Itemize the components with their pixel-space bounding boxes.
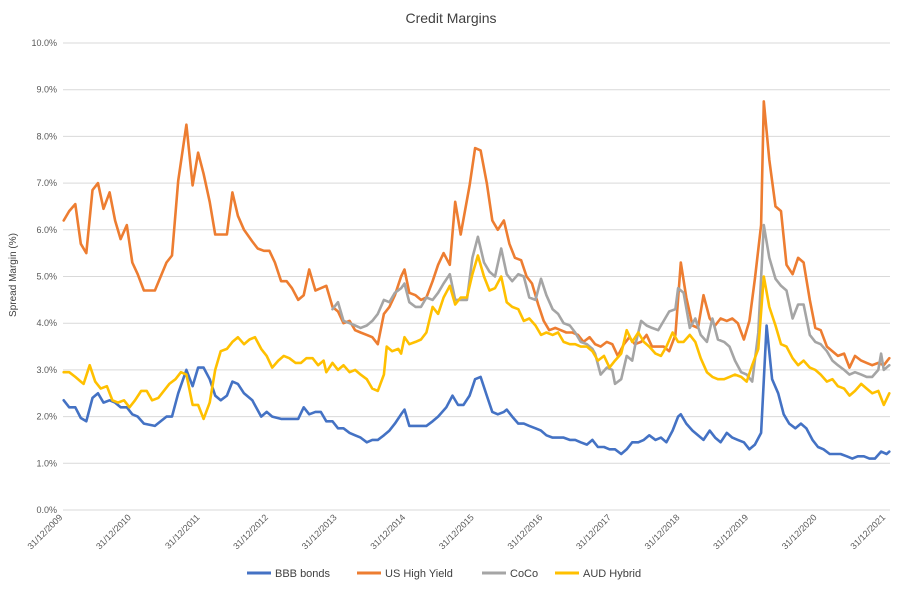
x-tick-label: 31/12/2019 — [711, 512, 750, 551]
series-lines — [62, 100, 891, 460]
x-tick-label: 31/12/2012 — [231, 512, 270, 551]
legend-label-bbb-bonds: BBB bonds — [275, 568, 331, 580]
x-tick-label: 31/12/2010 — [94, 512, 133, 551]
x-axis-ticks: 31/12/2009 31/12/2010 31/12/2011 31/12/2012… — [25, 512, 887, 551]
y-tick-label: 7.0% — [36, 178, 57, 188]
legend-label-aud-hybrid: AUD Hybrid — [583, 568, 641, 580]
chart-title: Credit Margins — [405, 10, 496, 26]
x-tick-label: 31/12/2014 — [368, 512, 407, 551]
y-tick-label: 8.0% — [36, 131, 57, 141]
y-tick-label: 3.0% — [36, 365, 57, 375]
series-line-coco — [331, 223, 891, 386]
x-tick-label: 31/12/2015 — [437, 512, 476, 551]
x-tick-label: 31/12/2020 — [780, 512, 819, 551]
series-line-bbb-bonds — [62, 324, 891, 460]
gridlines — [63, 42, 890, 511]
y-tick-label: 9.0% — [36, 85, 57, 95]
x-tick-label: 31/12/2017 — [574, 512, 613, 551]
y-axis-title: Spread Margin (%) — [8, 233, 19, 317]
series-line-us-high-yield — [62, 100, 891, 369]
y-tick-label: 2.0% — [36, 412, 57, 422]
y-tick-label: 1.0% — [36, 458, 57, 468]
legend-label-coco: CoCo — [510, 568, 538, 580]
x-tick-label: 31/12/2021 — [848, 512, 887, 551]
y-tick-label: 10.0% — [31, 38, 57, 48]
series-line-aud-hybrid — [62, 254, 891, 421]
x-tick-label: 31/12/2009 — [25, 512, 64, 551]
x-tick-label: 31/12/2011 — [163, 512, 201, 550]
y-tick-label: 5.0% — [36, 272, 57, 282]
legend: BBB bonds US High Yield CoCo AUD Hybrid — [247, 568, 641, 580]
legend-label-us-high-yield: US High Yield — [385, 568, 453, 580]
x-tick-label: 31/12/2013 — [300, 512, 339, 551]
y-axis-ticks: 0.0% 1.0% 2.0% 3.0% 4.0% 5.0% 6.0% 7.0% 8.0% 9.0%… — [31, 38, 57, 515]
x-tick-label: 31/12/2016 — [506, 512, 545, 551]
x-tick-label: 31/12/2018 — [643, 512, 682, 551]
y-tick-label: 0.0% — [36, 505, 57, 515]
y-tick-label: 4.0% — [36, 318, 57, 328]
y-tick-label: 6.0% — [36, 225, 57, 235]
